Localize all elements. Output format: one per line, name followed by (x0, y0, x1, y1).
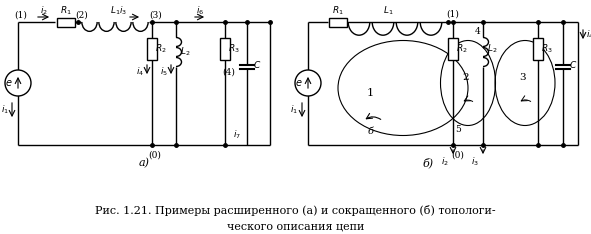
Text: $L_1$: $L_1$ (383, 5, 393, 17)
Text: (1): (1) (447, 10, 459, 18)
Text: $L_2$: $L_2$ (180, 46, 190, 58)
Text: ческого описания цепи: ческого описания цепи (227, 222, 364, 232)
Text: $R_3$: $R_3$ (541, 43, 553, 55)
Text: (4): (4) (223, 67, 235, 77)
Text: $R_1$: $R_1$ (332, 5, 344, 17)
Text: $R_2$: $R_2$ (456, 43, 468, 55)
Text: а): а) (138, 158, 150, 168)
Bar (147, 38, 157, 60)
Circle shape (5, 70, 31, 96)
Text: $i_7$: $i_7$ (233, 129, 241, 141)
Text: $i_6$: $i_6$ (196, 5, 204, 17)
Text: $R_1$: $R_1$ (60, 5, 72, 17)
Text: (0): (0) (148, 150, 161, 160)
Text: $R_3$: $R_3$ (228, 43, 240, 55)
Text: (1): (1) (15, 11, 27, 19)
Text: 1: 1 (366, 88, 374, 98)
Bar (533, 38, 543, 60)
Text: (3): (3) (150, 11, 163, 19)
Text: $L_1$: $L_1$ (110, 5, 120, 17)
Text: $i_1$: $i_1$ (290, 104, 298, 116)
Text: б: б (368, 127, 374, 135)
Text: $i_4$: $i_4$ (136, 66, 144, 78)
Text: 3: 3 (519, 73, 527, 83)
Text: $C$: $C$ (569, 59, 577, 70)
Text: (2): (2) (76, 11, 89, 19)
Bar (329, 18, 347, 26)
Text: $i_2$: $i_2$ (40, 5, 48, 17)
Text: $R_2$: $R_2$ (155, 43, 167, 55)
Text: $L_2$: $L_2$ (487, 43, 497, 55)
Text: 2: 2 (463, 73, 469, 83)
Text: $i_3$: $i_3$ (471, 156, 479, 168)
Text: $i_1$: $i_1$ (1, 104, 9, 116)
Text: (0): (0) (452, 150, 465, 160)
Text: $i_5$: $i_5$ (160, 66, 168, 78)
Bar (57, 18, 75, 26)
Text: б): б) (423, 158, 434, 168)
Bar (448, 38, 458, 60)
Text: $i_2$: $i_2$ (441, 156, 449, 168)
Text: Рис. 1.21. Примеры расширенного (а) и сокращенного (б) топологи-: Рис. 1.21. Примеры расширенного (а) и со… (95, 205, 496, 216)
Text: $C$: $C$ (253, 59, 261, 70)
Text: 5: 5 (455, 125, 461, 135)
Circle shape (295, 70, 321, 96)
Text: $i_4$: $i_4$ (586, 29, 591, 41)
Text: 4: 4 (475, 28, 481, 37)
Bar (220, 38, 230, 60)
Text: $e$: $e$ (296, 78, 303, 88)
Text: $e$: $e$ (5, 78, 13, 88)
Text: $i_3$: $i_3$ (119, 5, 127, 17)
